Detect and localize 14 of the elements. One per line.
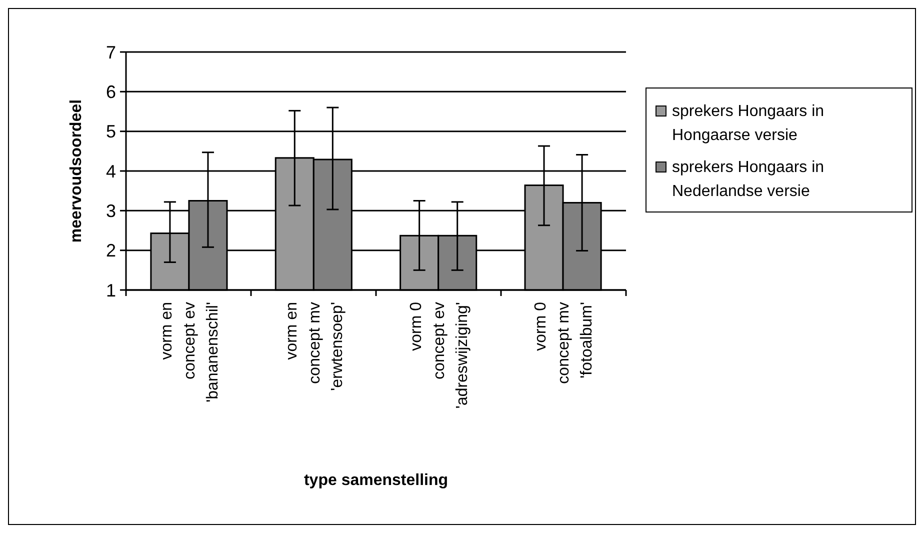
x-tick-label: vorm 0 concept mv 'fotoalbum' [532,302,596,384]
y-tick-label: 3 [106,200,116,221]
y-tick-label: 7 [106,42,116,62]
legend-label: sprekers Hongaars in Hongaarse versie [672,103,824,144]
x-tick-label: vorm en concept mv 'erwtensoep' [283,302,346,391]
y-tick-label: 4 [106,161,116,182]
y-tick-label: 2 [106,240,116,261]
legend-label: sprekers Hongaars in Nederlandse versie [672,159,824,200]
y-tick-label: 5 [106,122,116,142]
y-tick-label: 6 [106,82,116,102]
x-tick-label: vorm en concept ev 'bananenschil' [158,302,222,402]
y-tick-label: 1 [106,280,116,300]
x-axis-title: type samenstelling [304,472,448,489]
y-axis-title: meervoudsoordeel [68,99,85,243]
